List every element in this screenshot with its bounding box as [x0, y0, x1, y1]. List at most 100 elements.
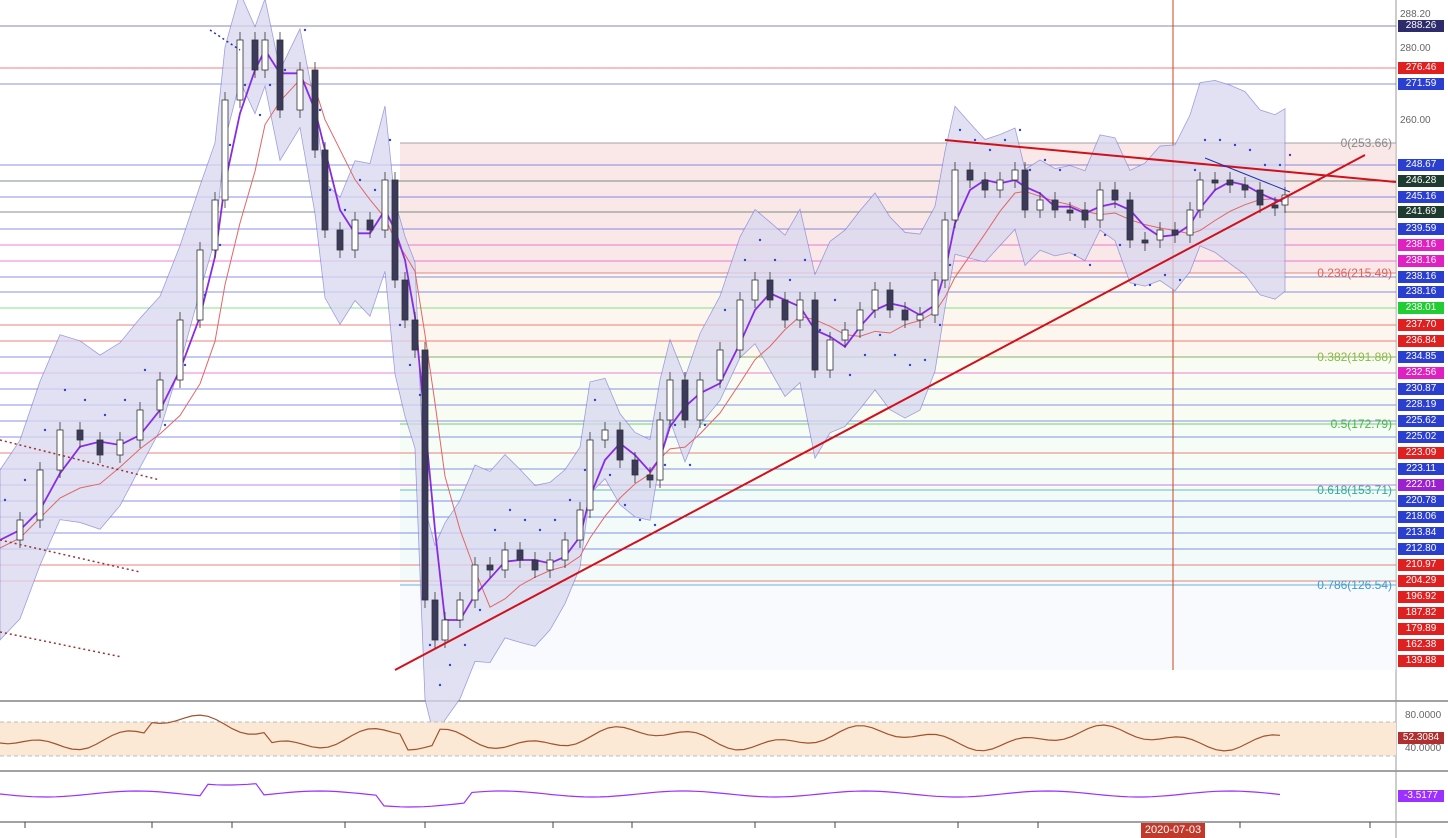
parabolic-sar-dot [553, 518, 557, 522]
candle [656, 419, 664, 481]
candle [1156, 229, 1164, 241]
candle [136, 409, 144, 441]
parabolic-sar-dot [343, 208, 347, 212]
parabolic-sar-dot [1028, 168, 1032, 172]
parabolic-sar-dot [358, 178, 362, 182]
candle [1081, 209, 1089, 221]
candle [516, 549, 524, 561]
descending-trendline [944, 139, 1397, 183]
parabolic-sar-dot [143, 368, 147, 372]
parabolic-sar-dot [638, 518, 642, 522]
candle [76, 429, 84, 441]
candle [336, 229, 344, 251]
price-level-tag: 232.56 [1398, 367, 1444, 379]
candle [856, 309, 864, 331]
candle [381, 179, 389, 231]
price-level-tag: 187.82 [1398, 607, 1444, 619]
candle [951, 169, 959, 221]
candle [1096, 189, 1104, 221]
parabolic-sar-dot [268, 83, 272, 87]
price-level-tag: 222.01 [1398, 479, 1444, 491]
parabolic-sar-dot [818, 328, 822, 332]
parabolic-sar-dot [938, 323, 942, 327]
price-scale-top: 288.20 [1400, 9, 1431, 20]
price-level-tag: 238.01 [1398, 302, 1444, 314]
parabolic-sar-dot [1193, 168, 1197, 172]
parabolic-sar-dot [328, 188, 332, 192]
candle [1011, 169, 1019, 181]
parabolic-sar-dot [948, 263, 952, 267]
price-level-tag: 276.46 [1398, 62, 1444, 74]
price-level-tag: 212.80 [1398, 543, 1444, 555]
parabolic-sar-dot [1118, 243, 1122, 247]
parabolic-sar-dot [388, 138, 392, 142]
rsi-value-tag: 52.3084 [1398, 732, 1444, 744]
dotted-trend-red-3 [0, 631, 123, 658]
parabolic-sar-dot [1003, 138, 1007, 142]
candle [321, 149, 329, 231]
price-level-tag: 210.97 [1398, 559, 1444, 571]
price-level-tag: 230.87 [1398, 383, 1444, 395]
candle [1186, 209, 1194, 236]
candle [796, 299, 804, 321]
parabolic-sar-dot [848, 373, 852, 377]
candle [751, 279, 759, 301]
candle [221, 99, 229, 201]
parabolic-sar-dot [583, 468, 587, 472]
price-level-tag: 238.16 [1398, 239, 1444, 251]
candle [931, 279, 939, 316]
price-level-tag: 237.70 [1398, 319, 1444, 331]
price-level-tag: 238.16 [1398, 286, 1444, 298]
candle [296, 69, 304, 111]
parabolic-sar-dot [1133, 283, 1137, 287]
candle [681, 379, 689, 421]
candle [471, 564, 479, 601]
candle [36, 469, 44, 521]
price-level-tag: 223.11 [1398, 463, 1444, 475]
oscillator-value-tag: -3.5177 [1398, 790, 1444, 802]
price-level-tag: 228.19 [1398, 399, 1444, 411]
price-level-tag: 236.84 [1398, 335, 1444, 347]
parabolic-sar-dot [908, 363, 912, 367]
parabolic-sar-dot [1018, 128, 1022, 132]
price-level-tag: 196.92 [1398, 591, 1444, 603]
parabolic-sar-dot [1233, 143, 1237, 147]
parabolic-sar-dot [1218, 138, 1222, 142]
parabolic-sar-dot [773, 258, 777, 262]
parabolic-sar-dot [183, 363, 187, 367]
parabolic-sar-dot [493, 528, 497, 532]
parabolic-sar-dot [243, 83, 247, 87]
parabolic-sar-dot [523, 518, 527, 522]
parabolic-sar-dot [863, 353, 867, 357]
price-level-tag: 271.59 [1398, 78, 1444, 90]
parabolic-sar-dot [23, 478, 27, 482]
candle [1111, 189, 1119, 201]
fib-level-label: 0.618(153.71) [1317, 483, 1392, 497]
candle [901, 309, 909, 321]
candle [811, 299, 819, 371]
parabolic-sar-dot [463, 643, 467, 647]
parabolic-sar-dot [283, 68, 287, 72]
candle [1021, 169, 1029, 211]
candle [646, 474, 654, 481]
candle [1196, 179, 1204, 211]
candle [16, 519, 24, 541]
price-level-tag: 248.67 [1398, 159, 1444, 171]
parabolic-sar-dot [758, 238, 762, 242]
candle [441, 619, 449, 641]
candle [116, 439, 124, 456]
parabolic-sar-dot [63, 388, 67, 392]
candle [96, 439, 104, 456]
fib-level-label: 0.236(215.49) [1317, 266, 1392, 280]
parabolic-sar-dot [303, 28, 307, 32]
parabolic-sar-dot [438, 683, 442, 687]
candle [211, 199, 219, 251]
parabolic-sar-dot [653, 523, 657, 527]
candle [401, 279, 409, 321]
parabolic-sar-dot [703, 423, 707, 427]
parabolic-sar-dot [688, 463, 692, 467]
parabolic-sar-dot [1163, 273, 1167, 277]
candle [616, 429, 624, 461]
